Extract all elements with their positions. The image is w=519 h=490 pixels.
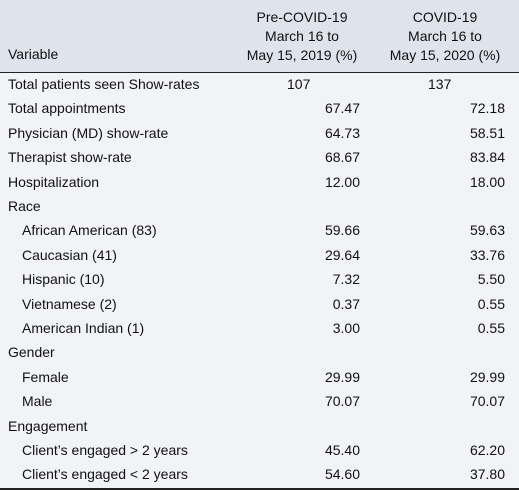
cell-covid: 62.20 (469, 442, 505, 458)
row-label: Engagement (8, 417, 88, 434)
header-covid-line: March 16 to (408, 28, 482, 44)
table-row: African American (83) 59.66 59.63 (0, 219, 519, 245)
table-row: Gender (0, 341, 519, 367)
table-row: Vietnamese (2) 0.37 0.55 (0, 292, 519, 318)
row-label: African American (83) (22, 222, 157, 239)
cell-covid: 18.00 (469, 173, 505, 190)
cell-covid: 72.18 (469, 100, 505, 117)
table-bottom-rule (0, 488, 519, 490)
row-label: Gender (8, 344, 55, 361)
cell-pre-covid: 12.00 (324, 173, 360, 190)
header-pre-covid: Pre-COVID-19 March 16 to May 15, 2019 (%… (222, 8, 382, 65)
row-label: Male (22, 393, 53, 410)
table-row: Physician (MD) show-rate 64.73 58.51 (0, 121, 519, 148)
cell-covid: 70.07 (469, 393, 505, 410)
table-row: American Indian (1) 3.00 0.55 (0, 317, 519, 343)
cell-covid: 0.55 (477, 320, 505, 336)
cell-pre-covid: 29.99 (324, 368, 360, 385)
table-row: Total appointments 67.47 72.18 (0, 97, 519, 123)
header-pre-covid-line: March 16 to (265, 28, 339, 44)
cell-pre-covid: 68.67 (324, 149, 360, 166)
cell-pre-covid: 67.47 (324, 100, 360, 117)
cell-pre-covid: 3.00 (332, 320, 360, 336)
header-pre-covid-line: May 15, 2019 (%) (246, 47, 358, 63)
table-row: Client’s engaged > 2 years 45.40 62.20 (0, 439, 519, 465)
row-label: Vietnamese (2) (22, 295, 117, 312)
row-label: Caucasian (41) (22, 246, 117, 263)
table-row: Hospitalization 12.00 18.00 (0, 170, 519, 196)
row-label: Client’s engaged < 2 years (22, 466, 188, 483)
row-label: Total appointments (8, 100, 126, 117)
cell-pre-covid: 54.60 (324, 466, 360, 483)
table-header: Variable Pre-COVID-19 March 16 to May 15… (0, 0, 519, 73)
row-label: Hispanic (10) (22, 271, 105, 288)
row-label: Hospitalization (8, 173, 100, 190)
header-covid: COVID-19 March 16 to May 15, 2020 (%) (365, 8, 519, 65)
row-label: Race (8, 198, 41, 214)
table-row: Race (0, 195, 519, 221)
row-label: Female (22, 368, 69, 385)
cell-covid: 59.63 (469, 222, 505, 239)
table-row: Total patients seen Show-rates 107 137 (0, 73, 519, 99)
row-label: Client’s engaged > 2 years (22, 442, 188, 458)
table-row: Hispanic (10) 7.32 5.50 (0, 268, 519, 294)
cell-pre-covid: 7.32 (332, 271, 360, 288)
cell-pre-covid: 59.66 (324, 222, 360, 239)
table-row: Female 29.99 29.99 (0, 365, 519, 392)
row-label: Physician (MD) show-rate (8, 124, 169, 141)
table-row: Male 70.07 70.07 (0, 390, 519, 416)
header-variable: Variable (8, 46, 59, 62)
row-label: Therapist show-rate (8, 149, 132, 166)
cell-pre-covid: 29.64 (324, 246, 360, 263)
header-covid-line: COVID-19 (412, 9, 478, 25)
table-row: Client’s engaged < 2 years 54.60 37.80 (0, 463, 519, 489)
cell-covid: 29.99 (469, 368, 505, 385)
cell-pre-covid: 64.73 (324, 124, 360, 141)
cell-pre-covid: 70.07 (324, 393, 360, 410)
table-row: Engagement (0, 414, 519, 440)
cell-pre-covid: 0.37 (332, 295, 360, 312)
cell-covid: 33.76 (469, 246, 505, 263)
cell-covid: 5.50 (477, 271, 505, 288)
cell-covid: 0.55 (477, 295, 505, 312)
header-covid-line: May 15, 2020 (%) (389, 47, 501, 63)
cell-pre-covid: 45.40 (324, 442, 360, 458)
row-label: Total patients seen Show-rates (8, 76, 200, 92)
cell-covid: 83.84 (469, 149, 505, 166)
cell-covid: 137 (428, 76, 452, 92)
row-label: American Indian (1) (22, 320, 145, 336)
cell-covid: 58.51 (469, 124, 505, 141)
cell-pre-covid: 107 (287, 76, 311, 92)
table-row: Therapist show-rate 68.67 83.84 (0, 146, 519, 172)
table-row: Caucasian (41) 29.64 33.76 (0, 243, 519, 270)
header-pre-covid-line: Pre-COVID-19 (256, 9, 348, 25)
cell-covid: 37.80 (469, 466, 505, 483)
